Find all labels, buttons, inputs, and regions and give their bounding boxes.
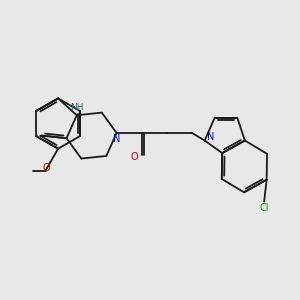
Text: Cl: Cl xyxy=(260,202,269,213)
Text: O: O xyxy=(42,163,50,173)
Text: O: O xyxy=(130,152,138,161)
Text: N: N xyxy=(207,132,214,142)
Text: N: N xyxy=(113,134,120,144)
Text: NH: NH xyxy=(70,103,83,112)
